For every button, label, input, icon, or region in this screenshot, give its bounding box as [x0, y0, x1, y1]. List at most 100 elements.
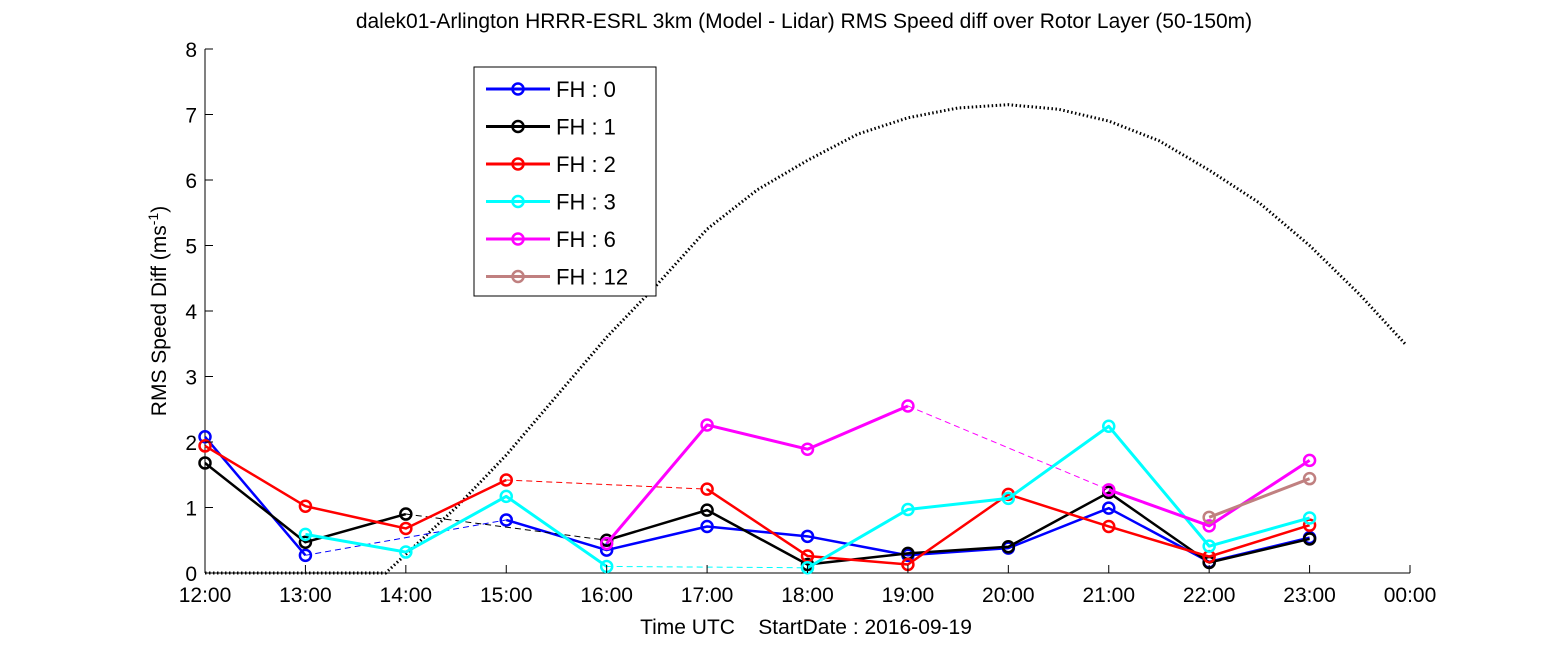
x-tick-label: 14:00 — [380, 584, 433, 607]
x-tick-label: 23:00 — [1283, 584, 1336, 607]
legend-swatch-marker — [511, 157, 525, 171]
data-point — [1202, 510, 1216, 525]
data-point — [800, 529, 815, 544]
series-gap-line — [506, 479, 708, 490]
data-point — [499, 473, 513, 487]
data-point — [1302, 453, 1317, 468]
x-axis: 12:00 13:00 14:00 15:00 16:00 17:00 18:00 19:00… — [179, 565, 1436, 607]
legend-item: FH : 2 — [486, 152, 616, 177]
y-axis-label: RMS Speed Diff (ms-1) — [145, 206, 171, 416]
data-point — [1302, 532, 1317, 546]
series-gap-line — [907, 405, 1109, 491]
data-point — [599, 536, 614, 551]
y-tick-label: 3 — [185, 367, 197, 390]
y-tick-label: 6 — [185, 170, 197, 193]
series-3 — [298, 419, 1317, 575]
y-tick-label: 2 — [185, 432, 197, 455]
series-gap-line — [305, 519, 507, 556]
legend-swatch-marker — [511, 82, 525, 96]
series-line — [1108, 459, 1311, 528]
series-line — [605, 404, 909, 545]
data-point — [198, 456, 212, 470]
legend-swatch-marker — [511, 232, 525, 246]
legend-label: FH : 1 — [556, 115, 616, 140]
x-axis-label: Time UTC StartDate : 2016-09-19 — [640, 616, 972, 639]
series-line — [305, 494, 608, 568]
legend-label: FH : 0 — [556, 77, 616, 102]
data-point — [901, 399, 915, 413]
x-tick-label: 12:00 — [179, 584, 232, 607]
x-tick-label: 16:00 — [580, 584, 633, 607]
legend-swatch-marker — [511, 119, 525, 134]
legend-box — [473, 66, 657, 297]
legend-label: FH : 6 — [556, 227, 616, 252]
x-tick-label: 18:00 — [781, 584, 834, 607]
x-tick-label: 21:00 — [1082, 584, 1135, 607]
data-point — [800, 561, 815, 575]
y-tick-label: 5 — [185, 236, 197, 259]
series-line — [1208, 477, 1311, 519]
x-tick-label: 15:00 — [480, 584, 533, 607]
legend-item: FH : 1 — [486, 115, 616, 140]
legend-swatch-marker — [511, 269, 525, 284]
series-line — [204, 461, 407, 544]
data-point — [198, 439, 212, 453]
data-point — [298, 535, 313, 549]
data-point — [1001, 491, 1016, 506]
data-point — [399, 545, 413, 559]
plot-area — [198, 49, 1410, 575]
data-point — [1102, 501, 1116, 515]
y-tick-label: 4 — [185, 301, 197, 324]
chart-title: dalek01-Arlington HRRR-ESRL 3km (Model -… — [356, 10, 1252, 33]
dotted-reference-curve — [205, 103, 1407, 575]
series-5 — [1202, 471, 1317, 525]
legend-item: FH : 0 — [486, 77, 616, 102]
x-tick-label: 22:00 — [1183, 584, 1236, 607]
data-point — [1102, 519, 1116, 534]
y-tick-label: 1 — [185, 498, 197, 521]
x-tick-label: 20:00 — [982, 584, 1035, 607]
y-axis-label-main: RMS Speed Diff (ms — [148, 225, 171, 416]
data-point — [1102, 419, 1116, 434]
x-tick-label: 13:00 — [279, 584, 332, 607]
series-4 — [599, 399, 1317, 551]
data-point — [1001, 540, 1016, 554]
data-point — [1302, 511, 1317, 525]
legend-item: FH : 3 — [486, 190, 616, 215]
y-axis-label-superscript: -1 — [145, 213, 161, 226]
y-tick-label: 8 — [185, 39, 197, 62]
data-point — [1202, 519, 1216, 533]
data-point — [901, 502, 915, 517]
x-tick-label: 17:00 — [681, 584, 734, 607]
x-tick-label: 19:00 — [882, 584, 935, 607]
data-point — [499, 489, 513, 504]
data-point — [399, 521, 413, 536]
data-point — [700, 418, 714, 432]
data-point — [1302, 518, 1317, 532]
legend-item: FH : 12 — [486, 265, 628, 290]
data-point — [800, 442, 815, 456]
legend-swatch-marker — [511, 194, 525, 209]
series-gap-line — [405, 513, 607, 541]
data-point — [1202, 539, 1216, 553]
data-point — [298, 548, 313, 563]
y-axis-label-close: ) — [148, 206, 171, 213]
series-0 — [198, 430, 1317, 569]
data-point — [499, 513, 513, 527]
data-point — [1102, 483, 1116, 497]
series-2 — [198, 439, 1317, 572]
legend-label: FH : 12 — [556, 265, 628, 290]
data-point — [298, 499, 313, 513]
data-point — [298, 527, 313, 542]
data-point — [399, 507, 413, 521]
series-line — [505, 506, 1310, 564]
series-line — [204, 444, 507, 530]
legend-label: FH : 2 — [556, 152, 616, 177]
y-axis: 0 1 2 3 4 5 6 7 8 — [185, 39, 213, 586]
legend-label: FH : 3 — [556, 190, 616, 215]
y-tick-label: 0 — [185, 563, 197, 586]
data-point — [1302, 471, 1317, 486]
data-point — [700, 519, 714, 534]
y-tick-label: 7 — [185, 105, 197, 128]
